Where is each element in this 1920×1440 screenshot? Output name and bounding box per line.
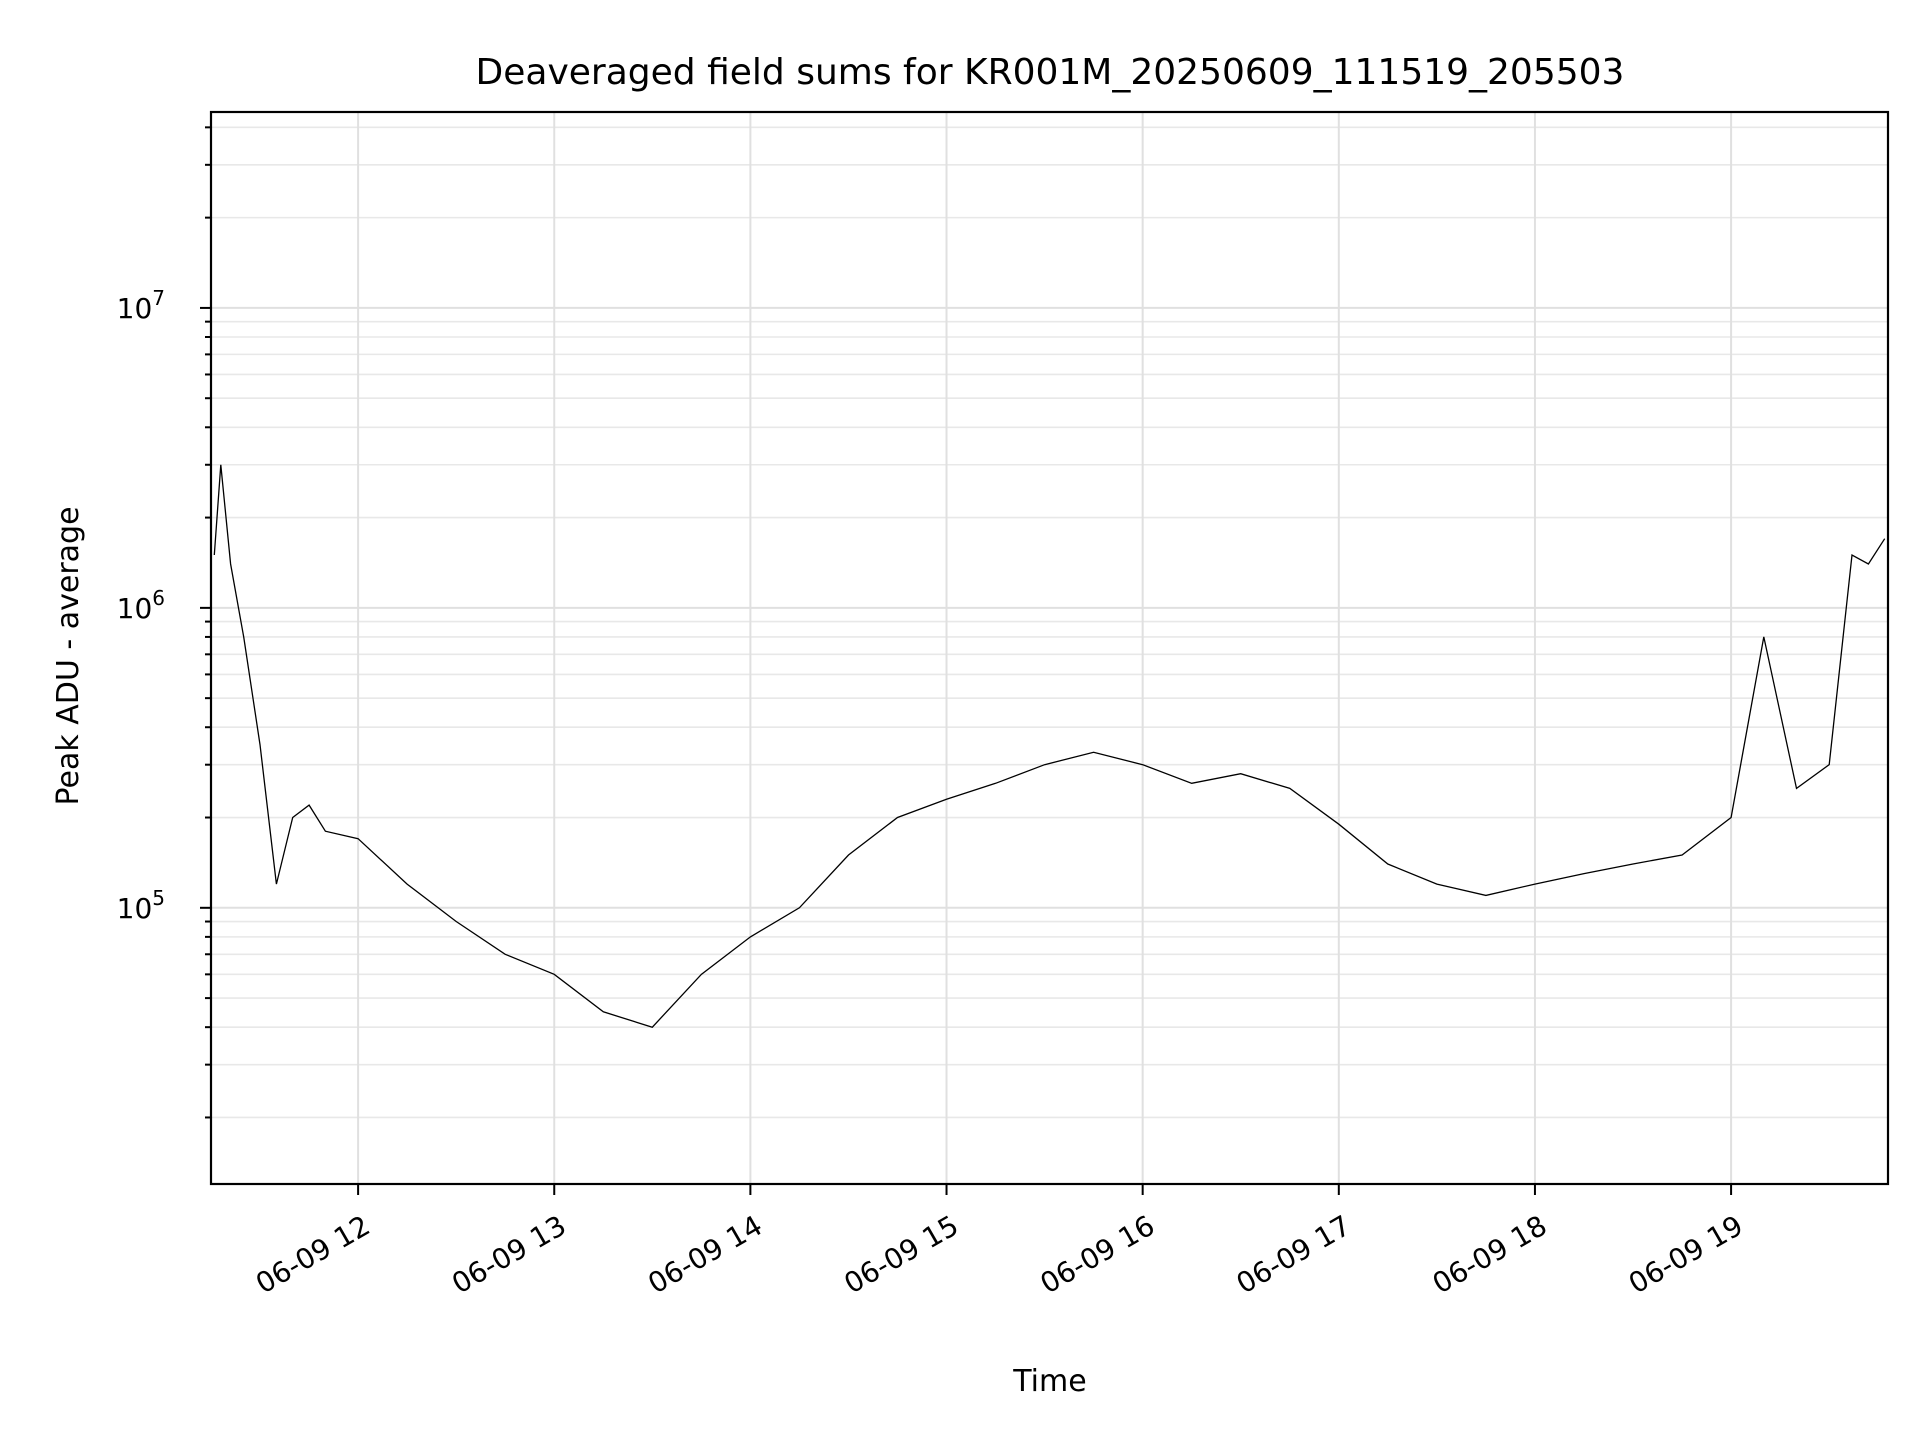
x-tick-label: 06-09 15 <box>839 1209 965 1301</box>
x-tick-label: 06-09 16 <box>1035 1209 1161 1301</box>
series-line <box>213 464 1886 1028</box>
plot-frame <box>209 110 1890 1186</box>
x-tick-label: 06-09 12 <box>250 1209 376 1301</box>
y-tick-label: 105 <box>117 886 165 925</box>
y-tick-label: 107 <box>117 286 165 325</box>
x-tick-label: 06-09 13 <box>446 1209 572 1301</box>
x-axis-label: Time <box>1012 1364 1086 1399</box>
x-tick-label: 06-09 17 <box>1231 1209 1357 1301</box>
x-tick-label: 06-09 19 <box>1623 1209 1749 1301</box>
x-tick-label: 06-09 14 <box>642 1209 768 1301</box>
x-tick-label: 06-09 18 <box>1427 1209 1553 1301</box>
y-axis-label: Peak ADU - average <box>51 506 86 805</box>
x-axis: 06-09 12 06-09 13 06-09 14 06-09 15 06-09 16… <box>250 1184 1749 1300</box>
grid <box>211 112 1888 1184</box>
y-tick-label: 106 <box>117 586 165 625</box>
y-axis: 105 106 107 <box>117 126 211 1119</box>
chart-title: Deaveraged field sums for KR001M_2025060… <box>476 52 1625 93</box>
